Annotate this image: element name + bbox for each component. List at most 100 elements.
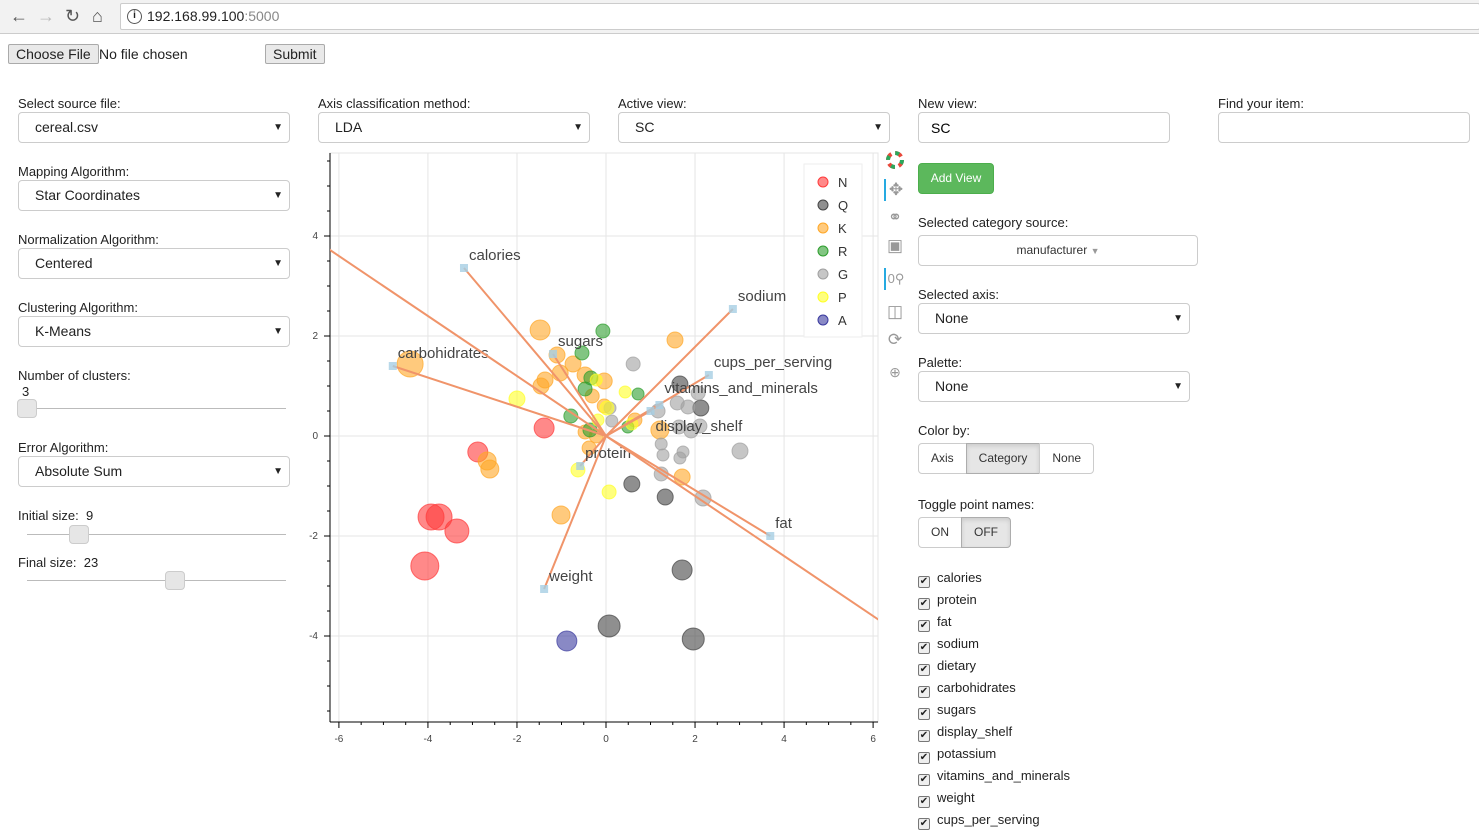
point-N <box>410 551 440 581</box>
slider-handle[interactable] <box>68 525 89 544</box>
attribute-label: protein <box>937 592 977 607</box>
attribute-checkbox-potassium[interactable]: ✔ potassium <box>918 745 996 764</box>
checkbox-checked-icon[interactable]: ✔ <box>918 576 930 588</box>
dropdown-arrow-icon: ▼ <box>273 190 283 201</box>
attribute-label: weight <box>937 790 975 805</box>
point-G <box>690 385 706 401</box>
toggle-on[interactable]: ON <box>918 517 962 548</box>
checkbox-checked-icon[interactable]: ✔ <box>918 620 930 632</box>
attribute-checkbox-carbohidrates[interactable]: ✔ carbohidrates <box>918 679 1016 698</box>
browser-toolbar: ← → ↻ ⌂ i 192.168.99.100:5000 <box>0 0 1479 34</box>
axis-handle-weight <box>540 585 549 593</box>
save-icon[interactable]: ◫ <box>886 302 904 321</box>
attribute-checkbox-display_shelf[interactable]: ✔ display_shelf <box>918 723 1012 742</box>
reset-icon[interactable]: ⟳ <box>887 330 903 349</box>
mapping-select[interactable]: Star Coordinates ▼ <box>18 180 290 211</box>
x-tick-label: 0 <box>603 734 609 745</box>
source-select[interactable]: cereal.csv ▼ <box>18 112 290 143</box>
normalization-select[interactable]: Centered ▼ <box>18 248 290 279</box>
final-size-slider[interactable] <box>27 571 286 591</box>
axis-label-calories: calories <box>469 247 521 264</box>
slider-handle[interactable] <box>164 571 185 590</box>
attribute-checkbox-weight[interactable]: ✔ weight <box>918 789 975 808</box>
mapping-value: Star Coordinates <box>35 187 141 203</box>
selected-axis-select[interactable]: None ▼ <box>918 303 1190 334</box>
checkbox-checked-icon[interactable]: ✔ <box>918 796 930 808</box>
add-view-button[interactable]: Add View <box>918 163 994 194</box>
checkbox-checked-icon[interactable]: ✔ <box>918 752 930 764</box>
checkbox-checked-icon[interactable]: ✔ <box>918 598 930 610</box>
attribute-label: dietary <box>937 658 977 673</box>
point-Q <box>671 559 693 581</box>
attribute-checkbox-sodium[interactable]: ✔ sodium <box>918 635 979 654</box>
clustering-select[interactable]: K-Means ▼ <box>18 316 290 347</box>
color-by-none[interactable]: None <box>1039 443 1095 474</box>
point-Q <box>656 488 674 506</box>
toggle-off[interactable]: OFF <box>961 517 1011 548</box>
initial-size-value: 9 <box>85 508 94 523</box>
file-status: No file chosen <box>99 46 188 62</box>
axis-label-fat: fat <box>775 515 793 532</box>
axis-method-select[interactable]: LDA ▼ <box>318 112 590 143</box>
point-draw-icon[interactable]: 0⚲ <box>884 268 906 290</box>
axis-label-sodium: sodium <box>738 288 786 305</box>
color-by-category[interactable]: Category <box>965 443 1041 474</box>
checkbox-checked-icon[interactable]: ✔ <box>918 708 930 720</box>
lasso-select-icon[interactable]: ⚭ <box>887 208 903 227</box>
attribute-checkbox-fat[interactable]: ✔ fat <box>918 613 951 632</box>
address-bar[interactable]: i 192.168.99.100:5000 <box>120 3 1479 30</box>
attribute-label: calories <box>937 570 982 585</box>
x-tick-label: 6 <box>870 734 876 745</box>
attribute-checkbox-calories[interactable]: ✔ calories <box>918 569 982 588</box>
pan-icon[interactable]: ✥ <box>884 179 906 201</box>
attribute-checkbox-dietary[interactable]: ✔ dietary <box>918 657 977 676</box>
checkbox-checked-icon[interactable]: ✔ <box>918 642 930 654</box>
point-R <box>577 381 593 397</box>
submit-button[interactable]: Submit <box>265 44 325 64</box>
point-Q <box>623 475 641 493</box>
palette-select[interactable]: None ▼ <box>918 371 1190 402</box>
info-icon[interactable]: i <box>127 9 142 24</box>
back-icon[interactable]: ← <box>10 6 28 26</box>
palette-value: None <box>935 378 969 394</box>
axis-method-value: LDA <box>335 119 363 135</box>
active-view-select[interactable]: SC ▼ <box>618 112 890 143</box>
legend-label-G: G <box>838 267 848 282</box>
checkbox-checked-icon[interactable]: ✔ <box>918 664 930 676</box>
attribute-label: cups_per_serving <box>937 812 1040 827</box>
slider-handle[interactable] <box>17 399 37 418</box>
axis-label-carbohidrates: carbohidrates <box>398 345 489 362</box>
error-select[interactable]: Absolute Sum ▼ <box>18 456 290 487</box>
final-size-value: 23 <box>83 555 99 570</box>
home-icon[interactable]: ⌂ <box>92 6 103 26</box>
forward-icon[interactable]: → <box>37 6 55 26</box>
star-coordinates-plot[interactable]: -6 -4 -2 0 2 4 6 -4 -2 0 2 4 calories carbohidrates su… <box>300 140 880 750</box>
checkbox-checked-icon[interactable]: ✔ <box>918 774 930 786</box>
color-by-axis[interactable]: Axis <box>918 443 967 474</box>
url-port: :5000 <box>244 8 280 24</box>
attribute-checkbox-protein[interactable]: ✔ protein <box>918 591 977 610</box>
choose-file-button[interactable]: Choose File <box>8 44 99 64</box>
clusters-slider[interactable] <box>17 399 286 419</box>
hover-icon[interactable]: ⊕ <box>889 364 901 380</box>
dropdown-arrow-icon: ▼ <box>1173 313 1183 324</box>
point-K <box>666 331 684 349</box>
attribute-checkbox-cups_per_serving[interactable]: ✔ cups_per_serving <box>918 811 1040 830</box>
find-item-input[interactable] <box>1218 112 1470 143</box>
checkbox-checked-icon[interactable]: ✔ <box>918 686 930 698</box>
error-value: Absolute Sum <box>35 463 123 479</box>
checkbox-checked-icon[interactable]: ✔ <box>918 730 930 742</box>
new-view-input[interactable] <box>918 112 1170 143</box>
axis-handle-sodium <box>728 305 737 313</box>
attribute-label: sugars <box>937 702 977 717</box>
box-select-icon[interactable]: ▣ <box>886 236 904 255</box>
checkbox-checked-icon[interactable]: ✔ <box>918 818 930 830</box>
category-source-value: manufacturer <box>1016 243 1088 257</box>
category-source-dropdown[interactable]: manufacturer ▼ <box>918 235 1198 266</box>
axis-label-weight: weight <box>548 568 593 585</box>
reload-icon[interactable]: ↻ <box>65 6 81 26</box>
bokeh-logo-icon[interactable] <box>884 150 906 172</box>
attribute-checkbox-sugars[interactable]: ✔ sugars <box>918 701 977 720</box>
initial-size-slider[interactable] <box>27 525 286 545</box>
attribute-checkbox-vitamins_and_minerals[interactable]: ✔ vitamins_and_minerals <box>918 767 1070 786</box>
